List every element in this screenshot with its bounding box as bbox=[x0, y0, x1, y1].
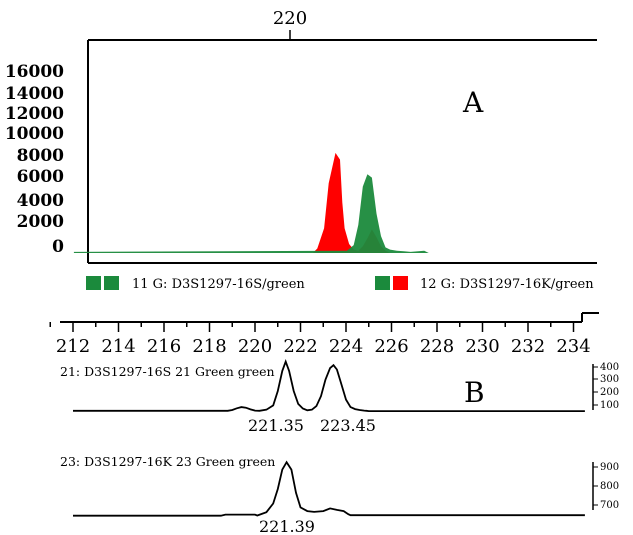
y-tick-label: 300 bbox=[600, 374, 619, 385]
panel-a-y-ticks: 16000 14000 12000 10000 8000 6000 4000 2… bbox=[5, 62, 64, 257]
panel-b-x-tick-labels: 212 214 216 218 220 222 224 226 228 230 … bbox=[56, 336, 591, 357]
legend-label: 12 G: D3S1297-16K/green bbox=[420, 277, 594, 292]
y-tick-label: 0 bbox=[52, 237, 64, 257]
peak-label: 221.35 bbox=[248, 416, 304, 435]
panel-a: 220 16000 14000 12000 10000 8000 6000 40… bbox=[5, 8, 620, 264]
y-tick-label: 16000 bbox=[5, 62, 64, 82]
x-tick-label: 222 bbox=[283, 336, 317, 357]
y-tick-label: 100 bbox=[600, 400, 619, 411]
y-tick-label: 4000 bbox=[17, 191, 64, 211]
legend-swatch bbox=[86, 276, 101, 290]
y-tick-label: 2000 bbox=[17, 212, 64, 232]
panel-b-x-axis bbox=[49, 312, 599, 332]
x-tick-label: 216 bbox=[147, 336, 181, 357]
trace-line-16k bbox=[73, 460, 585, 517]
y-tick-label: 900 bbox=[600, 462, 619, 473]
panel-b-letter: B bbox=[464, 376, 485, 409]
y-tick-label: 800 bbox=[600, 481, 619, 492]
trace-16k-y-axis: 900 800 700 bbox=[592, 462, 619, 511]
x-tick-label: 234 bbox=[556, 336, 590, 357]
x-tick-label: 214 bbox=[101, 336, 135, 357]
x-tick-label: 232 bbox=[511, 336, 545, 357]
panel-a-letter: A bbox=[462, 86, 484, 119]
trace-line-16s bbox=[73, 358, 585, 412]
series-area-16k-red bbox=[73, 152, 620, 253]
y-tick-label: 700 bbox=[600, 500, 619, 511]
y-tick-label: 10000 bbox=[5, 124, 64, 144]
y-tick-label: 12000 bbox=[5, 104, 64, 124]
x-tick-label: 228 bbox=[420, 336, 454, 357]
legend-swatch bbox=[104, 276, 119, 290]
x-tick-label: 230 bbox=[465, 336, 499, 357]
panel-a-top-tick-label: 220 bbox=[273, 8, 307, 29]
x-tick-label: 212 bbox=[56, 336, 90, 357]
y-tick-label: 14000 bbox=[5, 84, 64, 104]
trace-label-16k: 23: D3S1297-16K 23 Green green bbox=[60, 454, 275, 469]
peak-label: 223.45 bbox=[320, 416, 376, 435]
trace-16s-y-axis: 400 300 200 100 bbox=[592, 362, 619, 411]
x-tick-label: 224 bbox=[329, 336, 363, 357]
x-tick-label: 220 bbox=[238, 336, 272, 357]
y-tick-label: 6000 bbox=[17, 167, 64, 187]
panel-b: 212 214 216 218 220 222 224 226 228 230 … bbox=[49, 312, 619, 535]
legend-swatch bbox=[375, 276, 390, 290]
peak-label: 221.39 bbox=[259, 517, 315, 535]
x-tick-label: 226 bbox=[374, 336, 408, 357]
x-tick-label: 218 bbox=[192, 336, 226, 357]
panel-a-legend: 11 G: D3S1297-16S/green 12 G: D3S1297-16… bbox=[86, 276, 594, 292]
y-tick-label: 200 bbox=[600, 387, 619, 398]
legend-swatch bbox=[393, 276, 408, 290]
legend-label: 11 G: D3S1297-16S/green bbox=[132, 277, 305, 292]
y-tick-label: 8000 bbox=[17, 146, 64, 166]
y-tick-label: 400 bbox=[600, 362, 619, 373]
trace-label-16s: 21: D3S1297-16S 21 Green green bbox=[60, 364, 275, 379]
